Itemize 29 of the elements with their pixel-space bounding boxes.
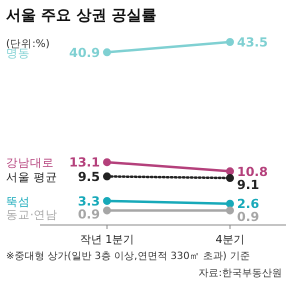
point xyxy=(226,174,234,182)
point xyxy=(226,167,234,176)
point xyxy=(103,196,111,205)
data-label: 10.8 xyxy=(237,164,268,179)
data-label: 3.3 xyxy=(78,193,100,208)
point xyxy=(226,206,234,214)
data-label: 9.1 xyxy=(237,176,260,192)
x-tick-label: 4분기 xyxy=(216,233,244,246)
point xyxy=(103,172,111,180)
point xyxy=(103,206,111,214)
text: 동교·연남 xyxy=(6,207,58,222)
data-label: 2.6 xyxy=(237,196,260,212)
chart-title: 서울 주요 상권 공실률 xyxy=(6,6,157,24)
point xyxy=(103,48,111,56)
data-label: 13.1 xyxy=(69,154,100,170)
point xyxy=(103,158,111,166)
point xyxy=(226,200,234,208)
text: 뚝섬 xyxy=(6,194,30,208)
data-label: 0.9 xyxy=(237,209,260,224)
data-label: 0.9 xyxy=(78,206,100,222)
x-tick-label: 작년 1분기 xyxy=(80,233,134,246)
data-label: 9.5 xyxy=(78,168,100,184)
text: 자료:한국부동산원 xyxy=(198,268,282,279)
text: ※중대형 상가(일반 3층 이상,연면적 330㎡ 초과) 기준 xyxy=(6,251,250,262)
text: 강남대로 xyxy=(6,156,54,170)
data-label: 43.5 xyxy=(237,34,268,50)
data-label: 40.9 xyxy=(69,44,100,60)
point xyxy=(226,38,234,46)
text: 서울 평균 xyxy=(6,170,58,184)
